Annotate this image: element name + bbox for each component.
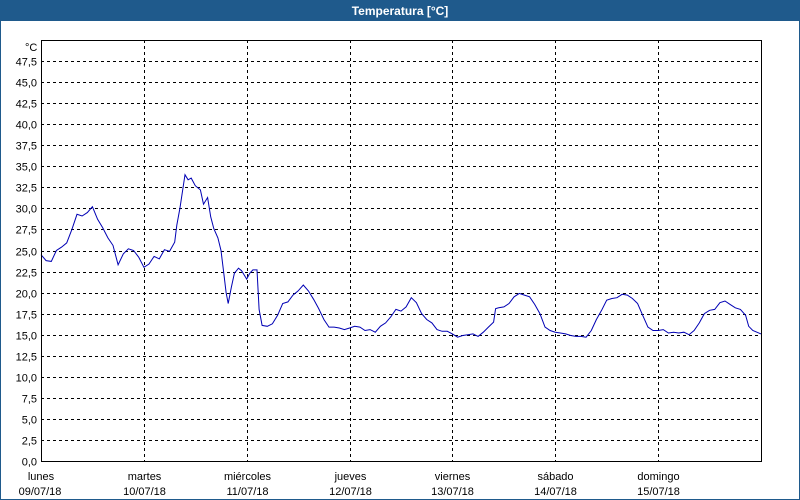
x-tick-date-label: 09/07/18 bbox=[19, 486, 62, 498]
y-tick-label: 22,5 bbox=[16, 268, 37, 280]
y-tick-label: 27,5 bbox=[16, 225, 37, 237]
y-axis-unit-label: °C bbox=[25, 42, 37, 54]
x-tick-day-label: miércoles bbox=[224, 471, 272, 483]
x-tick-day-label: domingo bbox=[637, 471, 679, 483]
y-tick-label: 30,0 bbox=[16, 204, 37, 216]
x-tick-date-label: 12/07/18 bbox=[329, 486, 372, 498]
y-tick-label: 12,5 bbox=[16, 352, 37, 364]
y-tick-label: 0,0 bbox=[22, 457, 37, 469]
x-tick-day-label: jueves bbox=[334, 471, 367, 483]
x-tick-date-label: 11/07/18 bbox=[226, 486, 268, 498]
x-tick-labels: lunes 09/07/18 martes 10/07/18 miércoles 11/0… bbox=[19, 471, 680, 498]
y-tick-label: 25,0 bbox=[16, 247, 37, 259]
y-tick-label: 15,0 bbox=[16, 331, 37, 343]
temperature-series-line bbox=[40, 173, 762, 338]
y-tick-label: 47,5 bbox=[16, 57, 37, 69]
x-tick-date-label: 10/07/18 bbox=[123, 486, 166, 498]
y-tick-label: 20,0 bbox=[16, 289, 37, 301]
y-tick-label: 40,0 bbox=[16, 120, 37, 132]
x-tick-day-label: sábado bbox=[537, 471, 573, 483]
y-tick-label: 37,5 bbox=[16, 141, 37, 153]
y-tick-labels: 0,0 2,5 5,0 7,5 10,0 12,5 15,0 17,5 20,0 22,5 25,0… bbox=[16, 57, 37, 469]
x-tick-date-label: 15/07/18 bbox=[637, 486, 680, 498]
y-tick-label: 7,5 bbox=[22, 394, 37, 406]
x-tick-day-label: martes bbox=[128, 471, 162, 483]
x-tick-date-label: 14/07/18 bbox=[534, 486, 577, 498]
y-tick-label: 17,5 bbox=[16, 310, 37, 322]
grid-lines bbox=[41, 40, 761, 461]
y-tick-label: 2,5 bbox=[22, 436, 37, 448]
x-tick-date-label: 13/07/18 bbox=[431, 486, 474, 498]
plot-frame bbox=[41, 40, 762, 462]
y-tick-label: 32,5 bbox=[16, 183, 37, 195]
x-tick-day-label: lunes bbox=[28, 471, 55, 483]
y-tick-label: 45,0 bbox=[16, 78, 37, 90]
x-tick-day-label: viernes bbox=[435, 471, 471, 483]
y-tick-label: 42,5 bbox=[16, 99, 37, 111]
chart-title: Temperatura [°C] bbox=[1, 1, 799, 21]
y-tick-label: 10,0 bbox=[16, 373, 37, 385]
series-layer bbox=[40, 173, 762, 338]
y-tick-label: 35,0 bbox=[16, 162, 37, 174]
y-tick-label: 5,0 bbox=[22, 415, 37, 427]
